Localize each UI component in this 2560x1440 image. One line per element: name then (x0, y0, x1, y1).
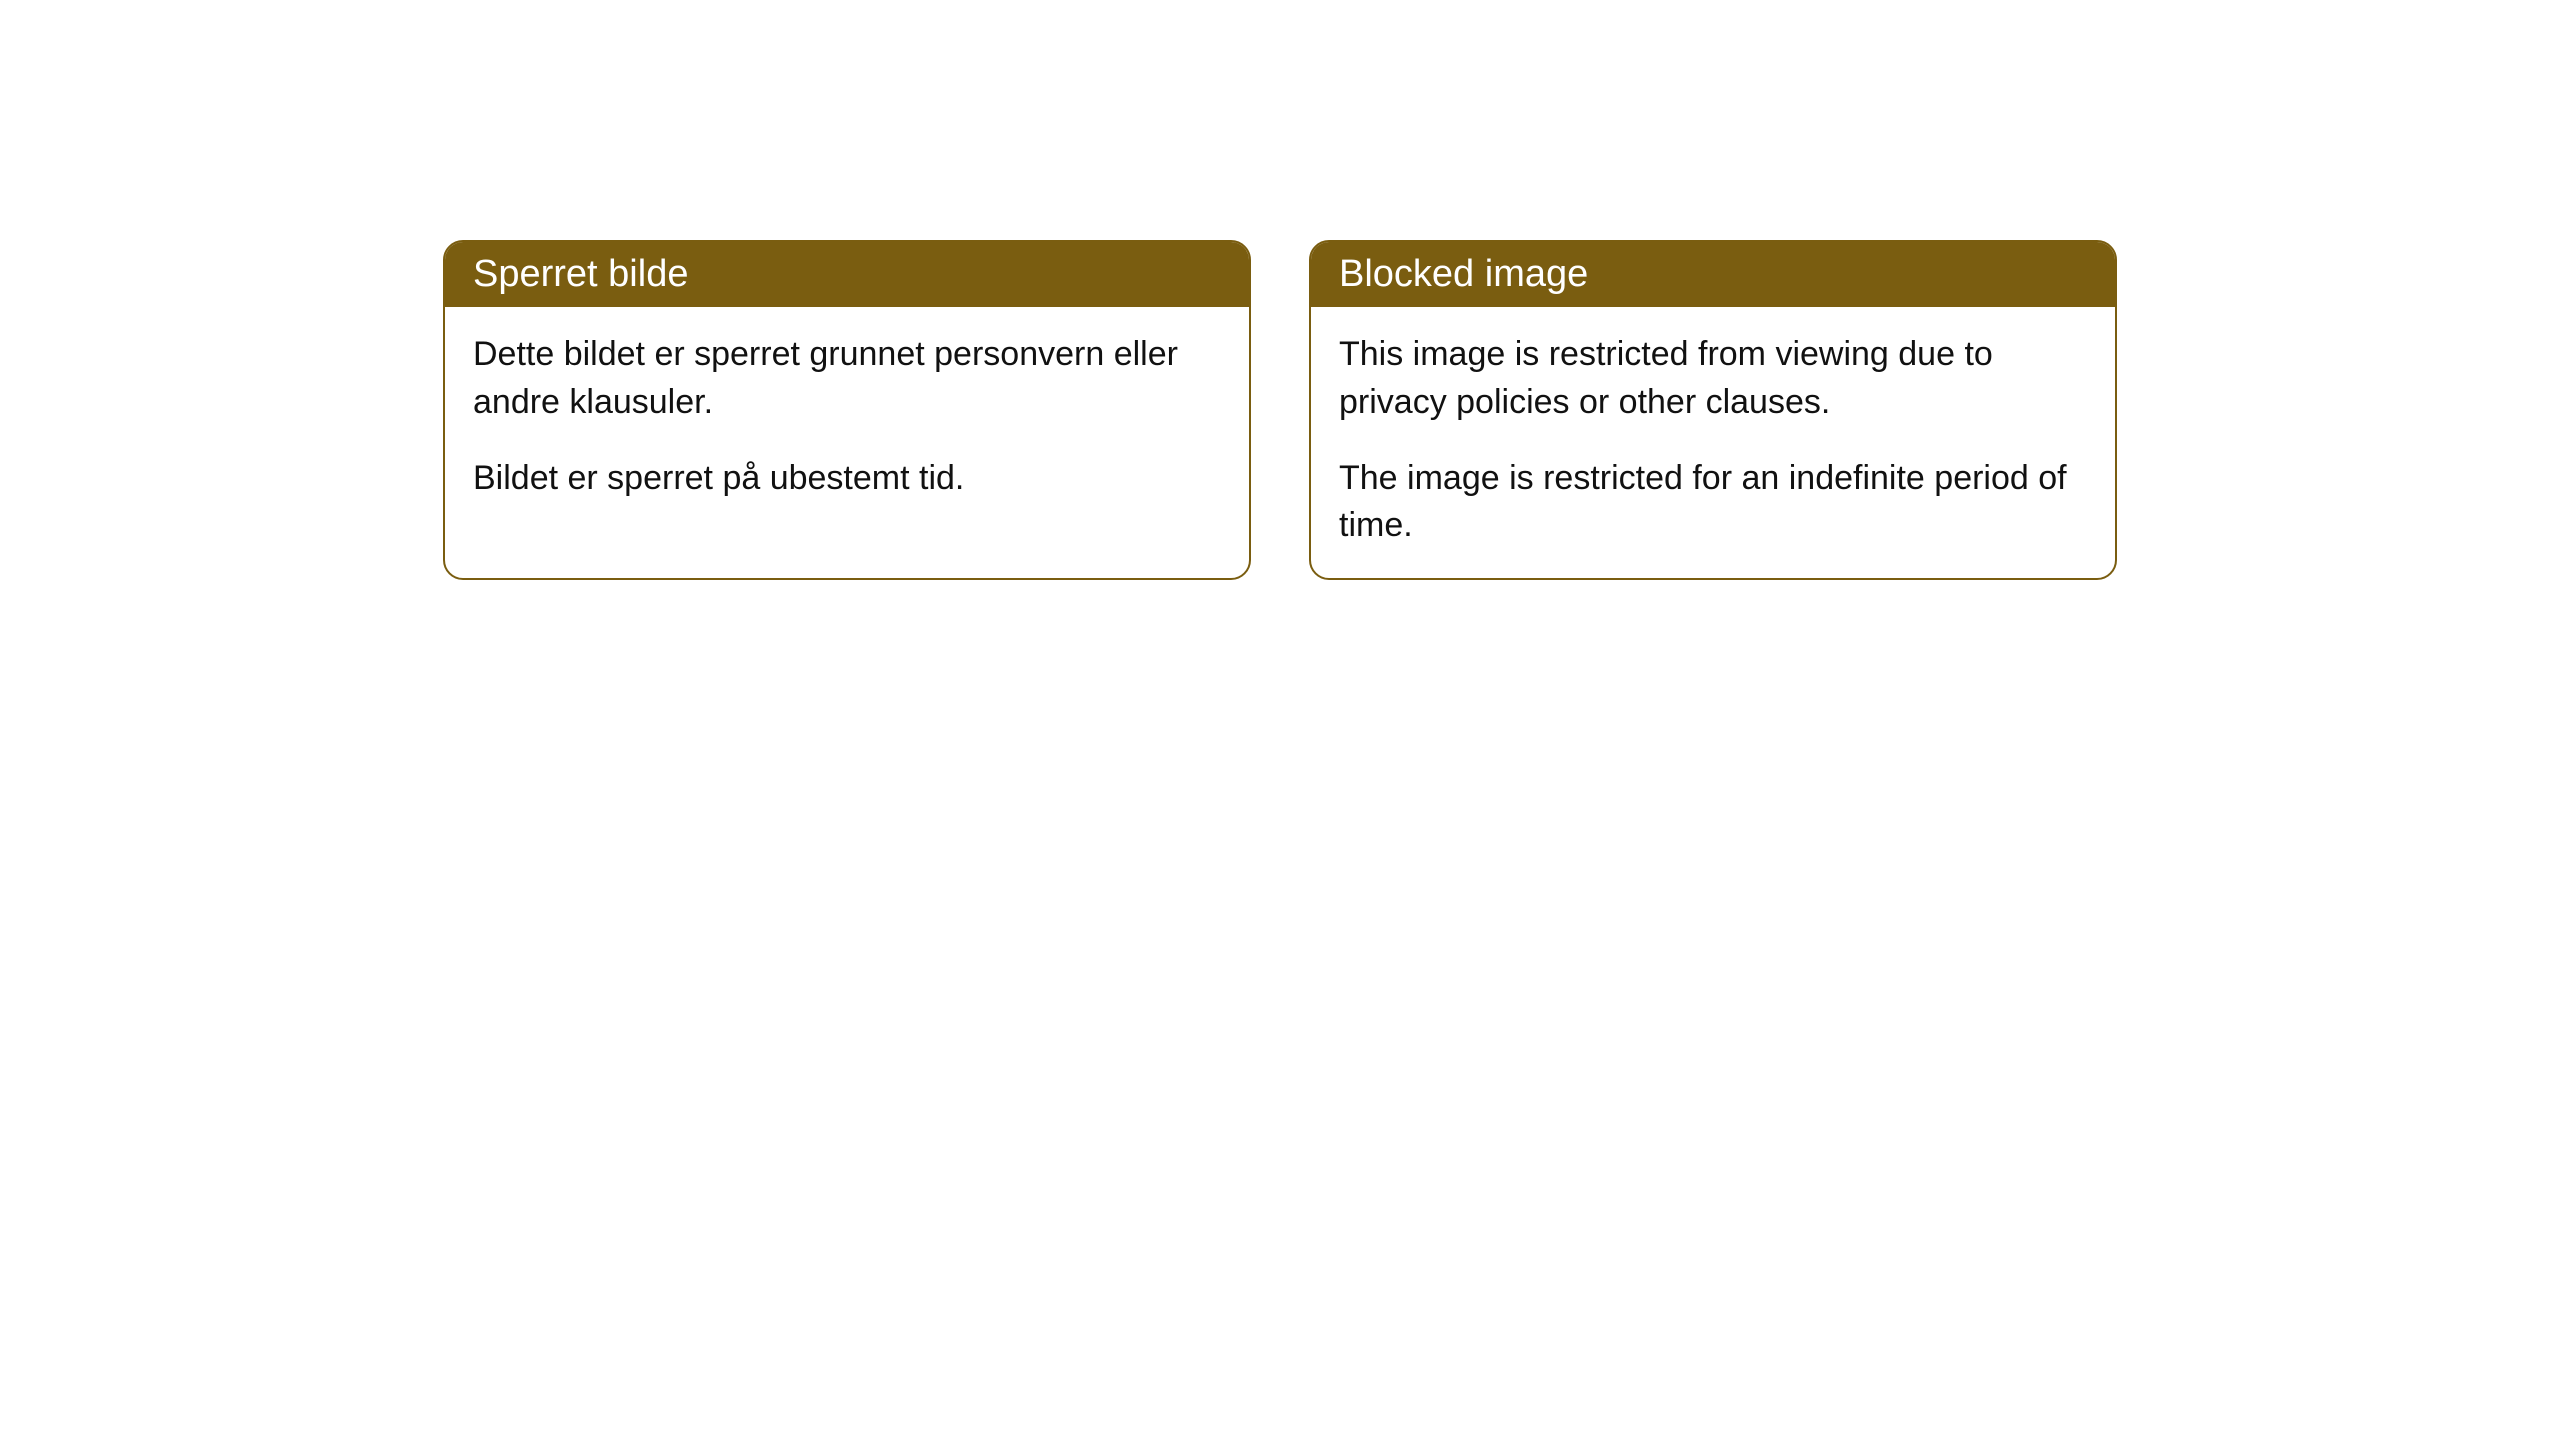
card-paragraph: The image is restricted for an indefinit… (1339, 455, 2087, 550)
card-body: Dette bildet er sperret grunnet personve… (445, 307, 1249, 530)
card-body: This image is restricted from viewing du… (1311, 307, 2115, 577)
card-paragraph: Dette bildet er sperret grunnet personve… (473, 331, 1221, 426)
card-title: Sperret bilde (445, 242, 1249, 307)
notice-card-container: Sperret bilde Dette bildet er sperret gr… (443, 240, 2117, 580)
card-title: Blocked image (1311, 242, 2115, 307)
notice-card-english: Blocked image This image is restricted f… (1309, 240, 2117, 580)
card-paragraph: This image is restricted from viewing du… (1339, 331, 2087, 426)
notice-card-norwegian: Sperret bilde Dette bildet er sperret gr… (443, 240, 1251, 580)
card-paragraph: Bildet er sperret på ubestemt tid. (473, 455, 1221, 503)
